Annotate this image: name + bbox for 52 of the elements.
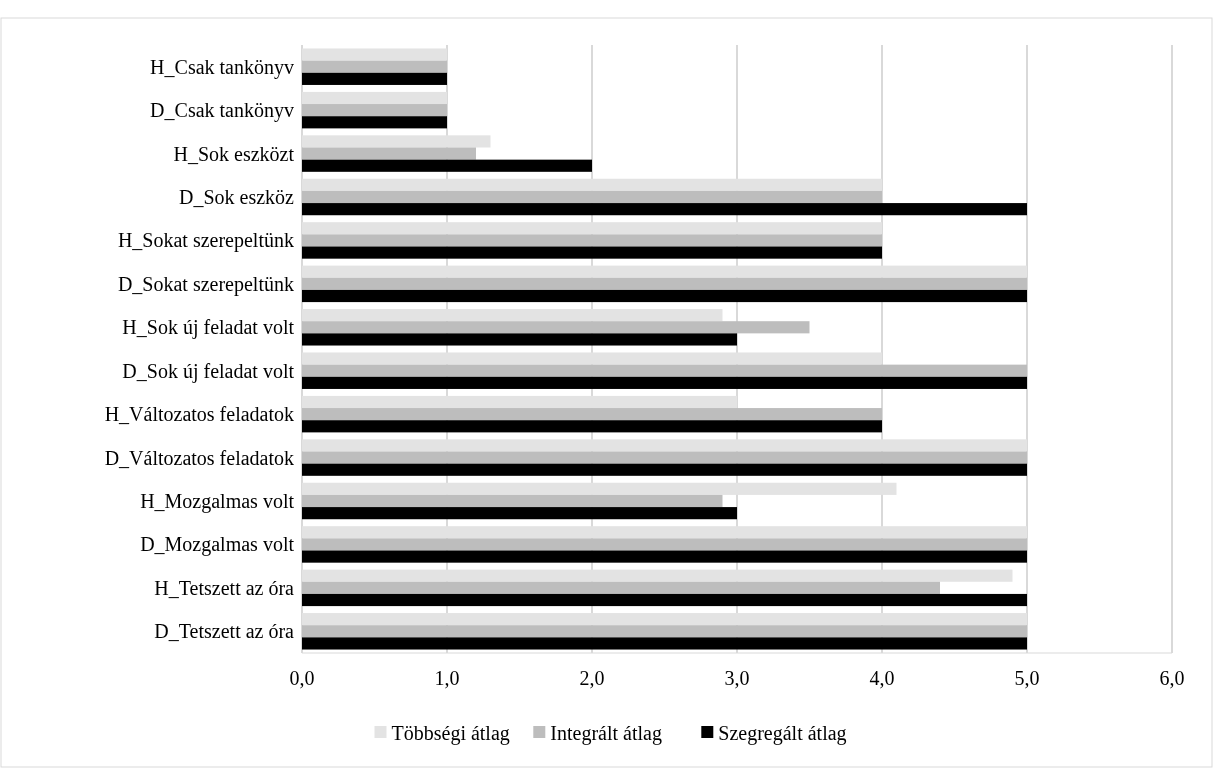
bar (302, 637, 1027, 650)
bar (302, 581, 940, 594)
x-tick-label: 1,0 (434, 667, 460, 689)
bar (302, 234, 882, 247)
x-tick-label: 0,0 (289, 667, 315, 689)
bar (302, 333, 737, 346)
y-tick-label: H_Változatos feladatok (104, 403, 294, 426)
bar (302, 408, 882, 421)
x-tick-label: 5,0 (1014, 667, 1040, 689)
bar (302, 538, 1027, 551)
bar (302, 72, 447, 85)
bar (302, 60, 447, 73)
y-tick-label: D_Tetszett az óra (154, 620, 295, 643)
bar (302, 203, 1027, 216)
y-tick-label: H_Tetszett az óra (154, 576, 295, 599)
y-tick-label: D_Csak tankönyv (150, 99, 294, 123)
bar (302, 494, 723, 508)
legend-label: Integrált átlag (550, 722, 662, 745)
y-tick-label: H_Sok új feladat volt (122, 316, 295, 340)
bar (302, 420, 882, 433)
x-tick-label: 4,0 (869, 667, 895, 689)
bar (302, 376, 1027, 389)
y-tick-label: D_Mozgalmas volt (140, 533, 295, 557)
bar (302, 550, 1027, 563)
bar (302, 625, 1027, 638)
bar (302, 116, 447, 129)
x-tick-label: 3,0 (724, 667, 750, 689)
bar (302, 364, 1027, 377)
y-tick-label: H_Csak tankönyv (150, 55, 294, 79)
x-tick-label: 6,0 (1159, 667, 1185, 689)
bar (302, 321, 810, 334)
legend-label: Szegregált átlag (718, 722, 847, 745)
y-tick-label: D_Változatos feladatok (104, 446, 294, 469)
y-tick-label: H_Sok eszközt (173, 142, 295, 165)
bar (302, 463, 1027, 476)
y-tick-label: H_Sokat szerepeltünk (117, 229, 294, 253)
y-tick-label: H_Mozgalmas volt (140, 490, 295, 513)
bar (302, 277, 1027, 290)
bar (302, 190, 882, 204)
y-tick-label: D_Sok új feladat volt (122, 359, 295, 383)
bar (302, 289, 1027, 303)
bar (302, 147, 476, 160)
bar (302, 246, 882, 259)
bar (302, 159, 592, 172)
x-tick-label: 2,0 (579, 667, 605, 689)
bar (302, 507, 737, 520)
y-tick-label: D_Sok eszköz (179, 186, 295, 208)
bar (302, 451, 1027, 464)
legend-label: Többségi átlag (391, 722, 510, 745)
bar (302, 593, 1027, 607)
bar (302, 104, 447, 117)
y-tick-label: D_Sokat szerepeltünk (117, 272, 294, 296)
